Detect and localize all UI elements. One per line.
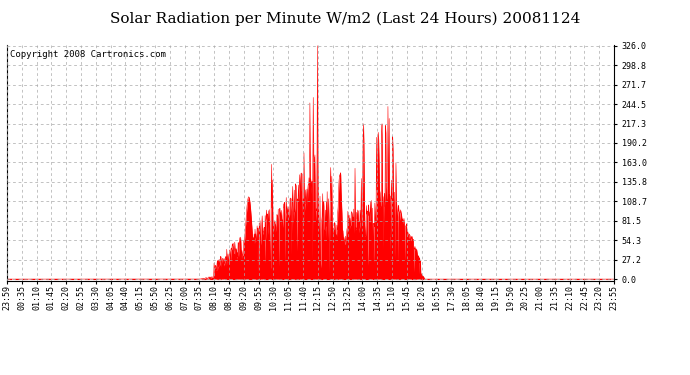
Text: Solar Radiation per Minute W/m2 (Last 24 Hours) 20081124: Solar Radiation per Minute W/m2 (Last 24… [110, 11, 580, 26]
Text: Copyright 2008 Cartronics.com: Copyright 2008 Cartronics.com [10, 50, 166, 59]
